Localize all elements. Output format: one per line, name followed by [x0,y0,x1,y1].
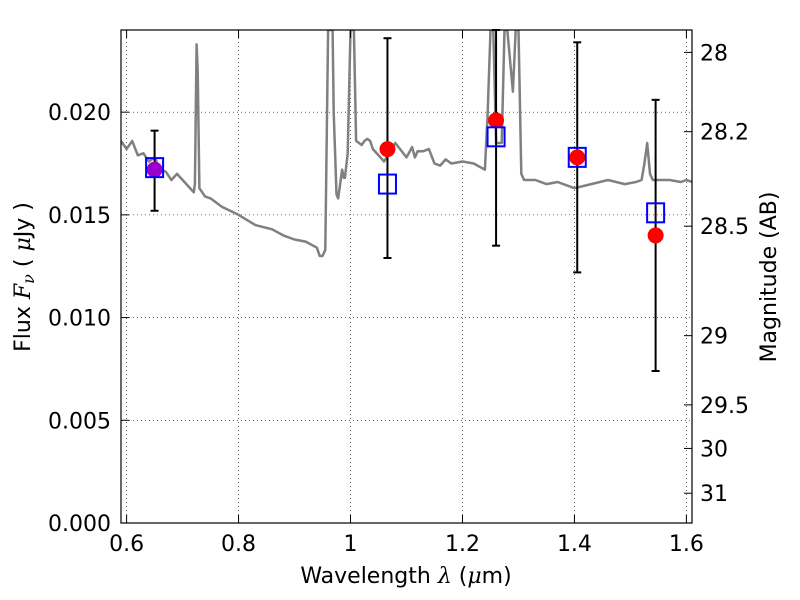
y-tick-label: 0.005 [48,409,111,434]
axis-ticks: 0.6 0.8 1 1.2 1.4 1.6 0.000 0.005 0.010 0.015 0.02… [48,30,749,557]
model-point [646,202,666,224]
observed-point [146,161,163,178]
spectrum-line [121,30,692,258]
y2-tick-label: 28.5 [700,215,749,240]
observed-point [647,227,664,244]
y2-tick-label: 31 [700,482,728,507]
observed-point [488,112,505,129]
grid-lines [121,30,692,524]
y-tick-label: 0.010 [48,307,111,332]
x-tick-label: 1.2 [445,532,480,557]
errorbar-layer [150,29,660,372]
observed-point [379,141,396,158]
model-point [377,173,397,195]
observed-point [569,149,586,166]
y2-tick-label: 30 [700,437,728,462]
model-point [567,146,587,168]
y-tick-label: 0.015 [48,204,111,229]
x-tick-label: 1.4 [557,532,592,557]
y2-tick-label: 29.5 [700,394,749,419]
x-tick-label: 1 [344,532,358,557]
y2-axis-label: Magnitude (AB) [757,192,782,363]
x-axis-label: Wavelength λ (μm) [300,564,511,589]
model-point [145,157,165,179]
y2-tick-label: 28.2 [700,121,749,146]
marker-layer [145,112,666,244]
x-tick-label: 0.6 [109,532,144,557]
x-tick-label: 0.8 [221,532,256,557]
y-axis-label: Flux Fν ( μJy ) [11,202,38,352]
y2-tick-label: 29 [700,325,728,350]
x-tick-label: 1.6 [669,532,704,557]
plot-frame [120,29,693,524]
y-tick-label: 0.000 [48,512,111,537]
model-point [486,126,506,148]
y2-tick-label: 28 [700,41,728,66]
y-tick-label: 0.020 [48,101,111,126]
spectrum-layer [121,30,692,258]
